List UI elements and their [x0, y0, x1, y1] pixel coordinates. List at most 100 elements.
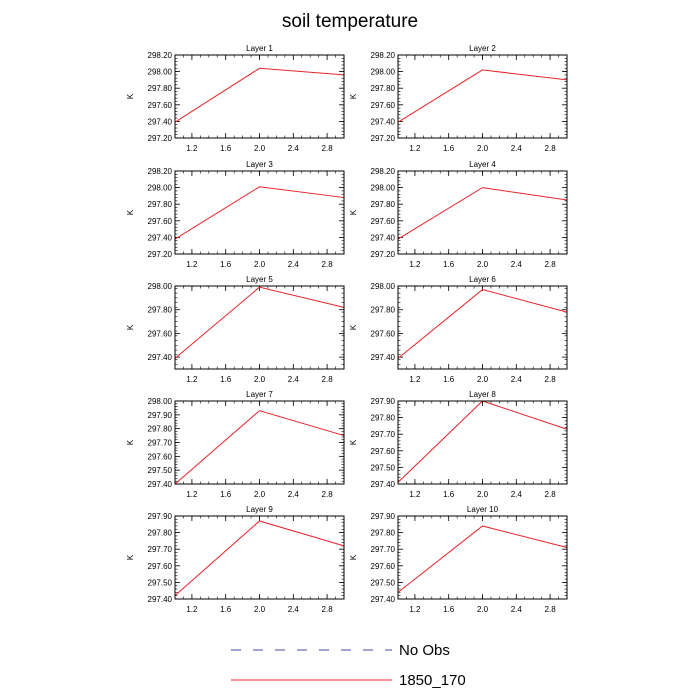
- y-tick-label: 297.40: [371, 233, 396, 242]
- series-line-1850-170: [174, 520, 345, 597]
- plot-frame: [397, 170, 568, 255]
- plot-frame: [397, 285, 568, 370]
- panel-title: Layer 3: [246, 160, 273, 169]
- x-tick-label: 2.4: [288, 144, 300, 153]
- panel-title: Layer 7: [246, 390, 273, 399]
- y-tick-label: 298.00: [371, 184, 396, 193]
- x-tick-label: 1.2: [186, 144, 198, 153]
- x-tick-label: 2.0: [477, 375, 489, 384]
- y-tick-label: 298.00: [148, 184, 173, 193]
- y-tick-label: 297.40: [371, 595, 396, 604]
- plot-frame: [397, 515, 568, 600]
- plot-frame: [397, 54, 568, 139]
- y-tick-label: 297.50: [148, 578, 173, 587]
- legend-label-1850-170: 1850_170: [399, 672, 466, 689]
- y-tick-label: 297.20: [148, 134, 173, 143]
- y-tick-label: 297.60: [148, 101, 173, 110]
- y-tick-label: 297.60: [148, 329, 173, 338]
- y-tick-label: 297.80: [371, 414, 396, 423]
- y-axis-label: K: [349, 324, 358, 330]
- y-tick-label: 297.60: [371, 329, 396, 338]
- plot-frame: [174, 285, 345, 370]
- y-tick-label: 298.00: [371, 68, 396, 77]
- y-tick-label: 297.40: [371, 480, 396, 489]
- x-tick-label: 2.4: [288, 605, 300, 614]
- y-tick-label: 298.20: [148, 51, 173, 60]
- y-axis-label: K: [349, 93, 358, 99]
- plot-frame: [174, 170, 345, 255]
- series-line-1850-170: [174, 67, 345, 123]
- legend: No Obs 1850_170: [231, 642, 466, 689]
- panel-layer-8: Layer 8 K 297.40 297.50 297.60 297.70 297.80 29…: [349, 390, 568, 499]
- x-tick-label: 2.4: [288, 260, 300, 269]
- y-tick-label: 297.40: [148, 480, 173, 489]
- y-tick-label: 297.60: [148, 217, 173, 226]
- y-axis-label: K: [126, 554, 135, 560]
- panel-title: Layer 2: [469, 44, 496, 53]
- y-tick-label: 298.00: [148, 397, 173, 406]
- y-tick-label: 297.70: [148, 545, 173, 554]
- x-tick-label: 1.6: [220, 260, 232, 269]
- y-tick-label: 297.40: [371, 117, 396, 126]
- x-tick-label: 2.4: [511, 490, 523, 499]
- x-tick-label: 2.8: [545, 490, 557, 499]
- x-tick-label: 1.6: [443, 490, 455, 499]
- series-line-1850-170: [397, 69, 568, 123]
- y-axis-label: K: [349, 439, 358, 445]
- panel-title: Layer 10: [467, 505, 499, 514]
- panel-layer-7: Layer 7 K 297.40 297.50 297.60 297.70 297.80 29…: [126, 390, 345, 499]
- x-tick-label: 2.8: [322, 375, 334, 384]
- y-tick-label: 297.80: [148, 200, 173, 209]
- y-tick-label: 297.40: [148, 595, 173, 604]
- y-tick-label: 297.90: [371, 512, 396, 521]
- series-line-1850-170: [174, 286, 345, 359]
- x-tick-label: 1.6: [220, 144, 232, 153]
- series-line-1850-170: [397, 400, 568, 483]
- panel-layer-5: Layer 5 K 297.40 297.60 297.80 298.00 1.2 1.6 2.…: [126, 275, 345, 384]
- panel-title: Layer 5: [246, 275, 273, 284]
- x-tick-label: 2.4: [288, 490, 300, 499]
- x-tick-label: 1.6: [220, 375, 232, 384]
- y-tick-label: 297.80: [371, 306, 396, 315]
- y-tick-label: 297.80: [148, 425, 173, 434]
- x-tick-label: 1.2: [409, 144, 421, 153]
- panel-layer-1: Layer 1 K 297.20 297.40 297.60 297.80 298.00 29…: [126, 44, 345, 153]
- x-tick-label: 2.8: [322, 144, 334, 153]
- y-tick-label: 297.20: [371, 250, 396, 259]
- panel-title: Layer 6: [469, 275, 496, 284]
- y-axis-label: K: [126, 439, 135, 445]
- panel-layer-4: Layer 4 K 297.20 297.40 297.60 297.80 298.00 29…: [349, 160, 568, 269]
- x-tick-label: 1.2: [409, 490, 421, 499]
- panel-layer-6: Layer 6 K 297.40 297.60 297.80 298.00 1.2 1.6 2.…: [349, 275, 568, 384]
- x-tick-label: 2.8: [545, 605, 557, 614]
- x-tick-label: 1.6: [443, 260, 455, 269]
- x-tick-label: 1.2: [186, 260, 198, 269]
- panel-layer-9: Layer 9 K 297.40 297.50 297.60 297.70 297.80 29…: [126, 505, 345, 614]
- y-tick-label: 298.00: [148, 282, 173, 291]
- series-line-1850-170: [397, 187, 568, 240]
- x-tick-label: 1.6: [220, 490, 232, 499]
- y-tick-label: 297.20: [148, 250, 173, 259]
- y-tick-label: 297.80: [371, 200, 396, 209]
- x-tick-label: 2.4: [511, 605, 523, 614]
- y-tick-label: 297.80: [148, 306, 173, 315]
- x-tick-label: 1.2: [186, 375, 198, 384]
- y-tick-label: 297.20: [371, 134, 396, 143]
- y-tick-label: 297.90: [148, 411, 173, 420]
- y-tick-label: 297.50: [371, 463, 396, 472]
- x-tick-label: 2.8: [545, 375, 557, 384]
- plot-frame: [397, 400, 568, 485]
- panel-title: Layer 4: [469, 160, 496, 169]
- y-tick-label: 297.70: [371, 545, 396, 554]
- plot-frame: [174, 400, 345, 485]
- y-tick-label: 297.60: [148, 562, 173, 571]
- x-tick-label: 1.6: [443, 375, 455, 384]
- x-tick-label: 1.2: [409, 605, 421, 614]
- plot-frame: [174, 54, 345, 139]
- y-tick-label: 297.80: [371, 84, 396, 93]
- x-tick-label: 1.2: [409, 260, 421, 269]
- x-tick-label: 2.8: [322, 605, 334, 614]
- x-tick-label: 2.8: [545, 144, 557, 153]
- y-tick-label: 297.80: [148, 529, 173, 538]
- y-tick-label: 297.60: [371, 217, 396, 226]
